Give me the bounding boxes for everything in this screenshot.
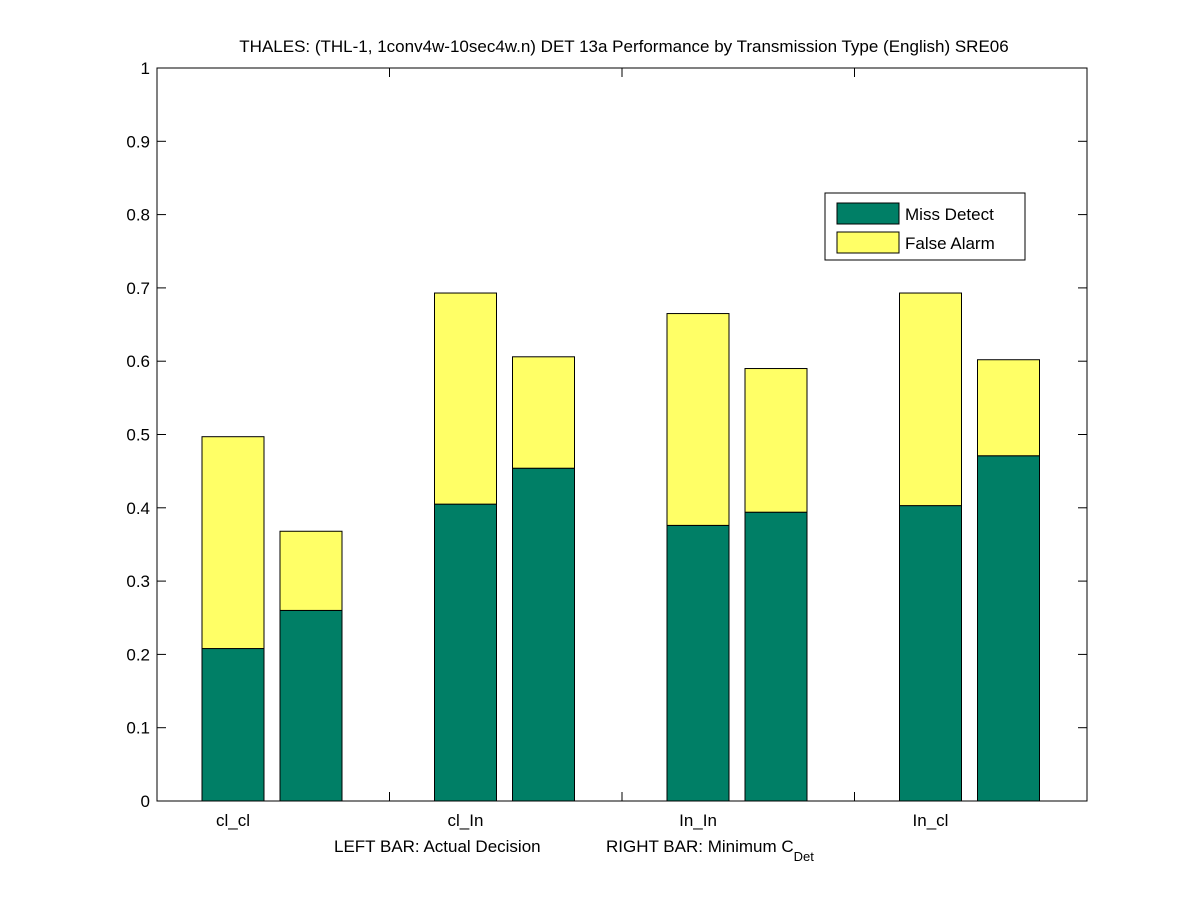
chart-title: THALES: (THL-1, 1conv4w-10sec4w.n) DET 1… bbox=[239, 37, 1008, 56]
xlabel-right-subscript: Det bbox=[794, 849, 815, 864]
bar-miss-detect-minimum bbox=[977, 455, 1040, 802]
bar-miss-detect-minimum bbox=[279, 609, 343, 802]
xlabel-right-main: RIGHT BAR: Minimum C bbox=[606, 837, 794, 856]
y-tick-label: 0.2 bbox=[126, 645, 150, 664]
bar-false-alarm-minimum bbox=[977, 359, 1040, 457]
x-tick-label: cl_cl bbox=[216, 811, 250, 830]
legend-swatch bbox=[836, 231, 900, 254]
bar-false-alarm-actual bbox=[899, 292, 962, 507]
bar-miss-detect-actual bbox=[666, 524, 730, 802]
legend-swatch bbox=[836, 202, 900, 225]
bar-false-alarm-actual bbox=[666, 313, 730, 526]
y-tick-label: 0.7 bbox=[126, 279, 150, 298]
legend: Miss Detect False Alarm bbox=[824, 192, 1026, 261]
bar-false-alarm-minimum bbox=[744, 368, 808, 513]
y-tick-label: 0.4 bbox=[126, 499, 150, 518]
y-tick-label: 0.5 bbox=[126, 426, 150, 445]
bar-false-alarm-actual bbox=[201, 436, 265, 650]
x-tick-label: cl_In bbox=[448, 811, 484, 830]
y-tick-label: 0.3 bbox=[126, 572, 150, 591]
y-tick-label: 0.8 bbox=[126, 206, 150, 225]
bar-false-alarm-minimum bbox=[279, 530, 343, 611]
y-tick-label: 0 bbox=[141, 792, 150, 811]
bar-miss-detect-minimum bbox=[512, 467, 575, 802]
bar-miss-detect-minimum bbox=[744, 511, 808, 802]
bar-false-alarm-minimum bbox=[512, 356, 575, 469]
legend-label: False Alarm bbox=[905, 234, 995, 253]
xlabel-right: RIGHT BAR: Minimum CDet bbox=[606, 837, 814, 864]
bar-miss-detect-actual bbox=[201, 648, 265, 802]
y-tick-label: 0.6 bbox=[126, 352, 150, 371]
bar-false-alarm-actual bbox=[434, 292, 497, 505]
bar-miss-detect-actual bbox=[434, 503, 497, 802]
y-tick-label: 1 bbox=[141, 59, 150, 78]
y-tick-label: 0.9 bbox=[126, 132, 150, 151]
legend-label: Miss Detect bbox=[905, 205, 994, 224]
xlabel-left: LEFT BAR: Actual Decision bbox=[334, 837, 541, 856]
x-tick-label: In_cl bbox=[913, 811, 949, 830]
bar-miss-detect-actual bbox=[899, 505, 962, 802]
x-tick-label: In_In bbox=[679, 811, 717, 830]
y-tick-label: 0.1 bbox=[126, 719, 150, 738]
